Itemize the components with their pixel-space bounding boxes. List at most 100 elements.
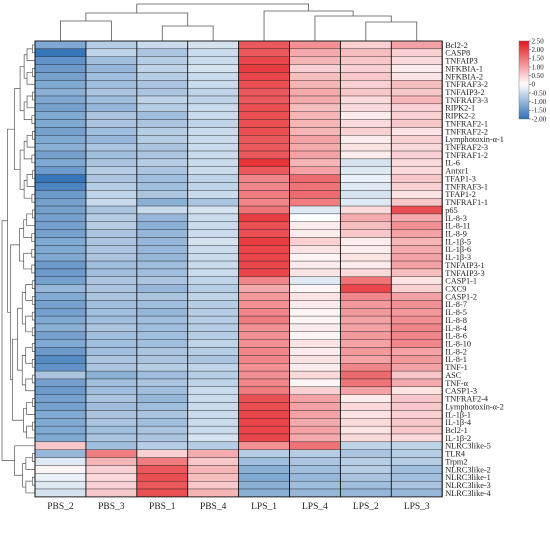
heatmap-cell (391, 198, 443, 207)
heatmap-cell (187, 402, 239, 411)
heatmap-cell (187, 378, 239, 388)
heatmap-cell (289, 292, 341, 301)
dendrogram-branch (314, 15, 392, 41)
heatmap-cell (187, 205, 239, 215)
heatmap-cell (136, 80, 188, 89)
heatmap-cell (187, 150, 239, 160)
heatmap-cell (340, 425, 392, 435)
heatmap-cell (289, 158, 341, 167)
heatmap-cell (187, 355, 239, 364)
heatmap-cell (391, 111, 443, 120)
dendrogram-branch (1, 220, 15, 461)
row-label: TNFRAF2-2 (445, 127, 488, 136)
heatmap-border (34, 40, 443, 498)
heatmap-cell (187, 237, 239, 246)
dendrogram-branch (85, 12, 189, 26)
heatmap-cell (85, 95, 137, 105)
heatmap-cell (391, 378, 443, 388)
heatmap-cell (238, 370, 290, 380)
column-label: PBS_2 (47, 502, 74, 512)
row-label: IL-1β-3 (445, 253, 471, 262)
heatmap-cell (340, 143, 392, 152)
heatmap-cell (136, 158, 188, 167)
row-label: IL-8-5 (445, 308, 467, 317)
row-label: Lymphotoxin-α-1 (445, 135, 504, 144)
heatmap-cell (34, 213, 87, 222)
heatmap-cell (34, 355, 87, 364)
heatmap-cell (391, 229, 443, 238)
dendrogram-branch (23, 180, 32, 199)
heatmap-cell (136, 166, 188, 175)
heatmap-cell (391, 150, 443, 160)
heatmap-cell (34, 72, 87, 81)
row-label: TNFRAF2-1 (445, 119, 488, 128)
heatmap-cell (391, 80, 443, 89)
heatmap-cell (340, 284, 392, 293)
heatmap-cell (238, 355, 290, 364)
heatmap-cell (85, 260, 137, 270)
dendrogram-branch (26, 95, 35, 109)
heatmap-cell (391, 40, 443, 50)
dendrogram-branch (32, 91, 35, 101)
heatmap-cell (391, 174, 443, 183)
heatmap-cell (85, 315, 137, 325)
heatmap-cell (136, 425, 188, 435)
heatmap-cell (187, 190, 239, 199)
color-bar-tick-label: -0.50 (532, 89, 547, 97)
heatmap-cell (238, 260, 290, 270)
heatmap-cell (187, 135, 239, 144)
heatmap-cell (391, 103, 443, 112)
row-label: IL-8-11 (445, 222, 471, 231)
heatmap-cell (238, 198, 290, 207)
row-label: RIPK2-1 (445, 104, 475, 113)
color-bar-tick-label: 0.50 (532, 72, 545, 80)
dendrogram-branch (31, 154, 35, 164)
dendrogram-branch (12, 338, 24, 421)
heatmap-cell (34, 276, 87, 285)
heatmap-cell (34, 457, 87, 466)
heatmap-cell (85, 213, 137, 222)
heatmap-cell (187, 174, 239, 183)
column-label: PBS_1 (149, 502, 176, 512)
dendrogram-branch (31, 311, 35, 321)
heatmap-cell (391, 166, 443, 175)
heatmap-cell (187, 410, 239, 419)
heatmap-cell (187, 347, 239, 356)
heatmap-cell (136, 260, 188, 270)
row-label: Bcl2-1 (445, 426, 468, 435)
heatmap-cell (238, 87, 290, 97)
heatmap-cell (391, 48, 443, 57)
heatmap-cell (289, 347, 341, 356)
heatmap-cell (187, 465, 239, 474)
heatmap-cell (85, 394, 137, 403)
heatmap-cell (289, 237, 341, 246)
row-label: RIPK2-2 (445, 112, 475, 121)
heatmap-cell (34, 284, 87, 293)
heatmap-cell (187, 449, 239, 458)
heatmap-cell (34, 135, 87, 144)
heatmap-cell (238, 119, 290, 128)
row-label: Bcl2-2 (445, 41, 468, 50)
dendrogram-branch (26, 425, 35, 439)
heatmap-cell (238, 441, 290, 450)
heatmap-cell (391, 355, 443, 364)
heatmap-cell (85, 174, 137, 183)
heatmap-cell (85, 229, 137, 238)
heatmap-cell (340, 80, 392, 89)
heatmap-cell (34, 378, 87, 388)
heatmap-cell (187, 127, 239, 136)
dendrogram-branch (25, 457, 35, 470)
heatmap-cell (238, 402, 290, 411)
heatmap-cell (136, 111, 188, 120)
dendrogram-branch (22, 463, 26, 488)
heatmap-cell (391, 119, 443, 128)
color-bar-tick-label: 1.00 (532, 63, 545, 71)
heatmap-cell (85, 418, 137, 427)
heatmap-cell (289, 111, 341, 120)
heatmap-cell (187, 292, 239, 301)
heatmap-cell (34, 237, 87, 246)
heatmap-cell (136, 182, 188, 191)
dendrogram-branch (14, 445, 35, 476)
heatmap-cell (391, 284, 443, 293)
heatmap-cell (136, 40, 188, 50)
